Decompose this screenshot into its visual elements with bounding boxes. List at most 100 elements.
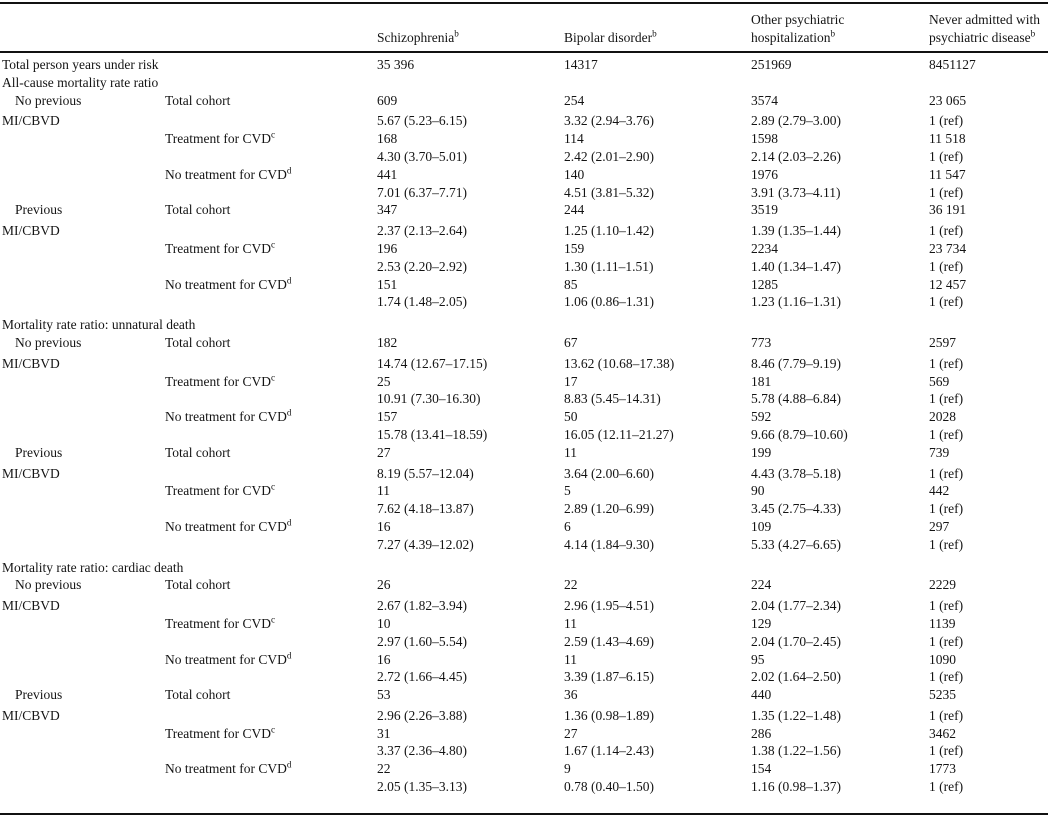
- row-label-secondary: [165, 316, 377, 334]
- cell-schizophrenia: 196: [377, 240, 398, 256]
- table-row: 7.01 (6.37–7.71) 4.51 (3.81–5.32) 3.91 (…: [0, 184, 1048, 202]
- table-row: All-cause mortality rate ratio: [0, 74, 1048, 92]
- cell-schizophrenia: [377, 74, 564, 92]
- cell-bipolar-disorder: 140: [564, 166, 585, 182]
- cell-never-admitted: 11 547: [929, 166, 966, 182]
- cell-bipolar-disorder: 14317: [564, 57, 598, 72]
- row-label-secondary: [165, 742, 377, 760]
- row-label-secondary: Total cohort: [165, 334, 377, 352]
- cell-other-psychiatric: [751, 316, 929, 334]
- cell-bipolar-disorder: 9: [564, 761, 571, 777]
- row-label-secondary: No treatment for CVDd: [165, 275, 377, 294]
- cell-bipolar-disorder: 17: [564, 373, 578, 389]
- row-label-primary: [2, 276, 165, 294]
- cell-never-admitted: 2597: [929, 334, 956, 350]
- cell-never-admitted: 442: [929, 483, 950, 499]
- table-body: Total person years under risk 35 396 143…: [0, 56, 1048, 796]
- table-row: No treatment for CVDd 22 9 154 1773: [0, 760, 1048, 778]
- row-label-secondary: [165, 633, 377, 651]
- cell-other-psychiatric: 1.39 (1.35–1.44): [751, 223, 841, 239]
- cell-never-admitted: 36 191: [929, 202, 967, 218]
- cell-schizophrenia: 7.27 (4.39–12.02): [377, 536, 474, 552]
- footnote-marker: c: [271, 129, 276, 140]
- cell-schizophrenia: 2.53 (2.20–2.92): [377, 258, 467, 274]
- row-label-primary: [2, 240, 165, 258]
- row-label-primary: [2, 742, 165, 760]
- table-row: 2.97 (1.60–5.54) 2.59 (1.43–4.69) 2.04 (…: [0, 633, 1048, 651]
- table-row: 3.37 (2.36–4.80) 1.67 (1.14–2.43) 1.38 (…: [0, 742, 1048, 760]
- row-label-secondary: [165, 778, 377, 796]
- row-label-primary: MI/CBVD: [2, 598, 60, 614]
- cell-schizophrenia: 53: [377, 687, 391, 703]
- column-header-line2: hospitalization: [751, 29, 831, 45]
- table-row: Total person years under risk 35 396 143…: [0, 56, 1048, 74]
- row-label-secondary-text: Treatment for CVD: [165, 615, 271, 631]
- row-label-primary: Previous: [15, 687, 63, 703]
- table-row: No previous Total cohort 609 254 3574 23…: [0, 92, 1048, 110]
- cell-other-psychiatric: 4.43 (3.78–5.18): [751, 465, 841, 481]
- cell-other-psychiatric: 1.40 (1.34–1.47): [751, 258, 841, 274]
- cell-bipolar-disorder: 244: [564, 202, 585, 218]
- cell-bipolar-disorder: 16.05 (12.11–21.27): [564, 426, 674, 442]
- table-row: No treatment for CVDd 157 50 592 2028: [0, 408, 1048, 426]
- cell-schizophrenia: 26: [377, 577, 391, 593]
- row-label-primary: Mortality rate ratio: cardiac death: [2, 559, 184, 575]
- table-row: 4.30 (3.70–5.01) 2.42 (2.01–2.90) 2.14 (…: [0, 148, 1048, 166]
- row-label-primary: MI/CBVD: [2, 707, 60, 723]
- cell-schizophrenia: 31: [377, 725, 391, 741]
- row-label-secondary: Total cohort: [165, 201, 377, 219]
- cell-bipolar-disorder: 0.78 (0.40–1.50): [564, 779, 654, 795]
- row-label-secondary: Treatment for CVDc: [165, 725, 377, 743]
- row-label-secondary: [165, 222, 377, 240]
- row-label-secondary: [165, 707, 377, 725]
- footnote-marker: c: [271, 724, 276, 735]
- cell-other-psychiatric: 1.16 (0.98–1.37): [751, 779, 841, 795]
- cell-other-psychiatric: [751, 74, 929, 92]
- cell-other-psychiatric: 286: [751, 725, 772, 741]
- cell-schizophrenia: 3.37 (2.36–4.80): [377, 743, 467, 759]
- table-row: Treatment for CVDc 25 17 181 569: [0, 372, 1048, 391]
- cell-other-psychiatric: 2.04 (1.70–2.45): [751, 633, 841, 649]
- row-label-primary: [2, 518, 165, 536]
- table-row: Mortality rate ratio: unnatural death: [0, 316, 1048, 334]
- cell-bipolar-disorder: [564, 316, 751, 334]
- row-label-secondary: [165, 184, 377, 202]
- table-row: No treatment for CVDd 16 6 109 297: [0, 518, 1048, 536]
- table-bottom-rule: [0, 813, 1048, 815]
- cell-schizophrenia: 22: [377, 761, 391, 777]
- cell-other-psychiatric: 9.66 (8.79–10.60): [751, 426, 848, 442]
- row-label-primary: MI/CBVD: [2, 223, 60, 239]
- cell-other-psychiatric: 1976: [751, 166, 778, 182]
- table-row: Previous Total cohort 27 11 199 739: [0, 444, 1048, 462]
- row-label-primary: [2, 373, 165, 391]
- cell-bipolar-disorder: 3.39 (1.87–6.15): [564, 669, 654, 685]
- cell-never-admitted: 11 518: [929, 131, 966, 147]
- table-row: No treatment for CVDd 16 11 95 1090: [0, 650, 1048, 669]
- row-label-primary: [2, 651, 165, 669]
- cell-never-admitted: 2028: [929, 409, 956, 425]
- row-label-secondary: [165, 355, 377, 373]
- footnote-marker: d: [286, 517, 292, 528]
- cell-other-psychiatric: [751, 559, 929, 577]
- footnote-marker: d: [286, 759, 292, 770]
- row-label-primary: MI/CBVD: [2, 355, 60, 371]
- cell-never-admitted: 1 (ref): [929, 391, 964, 407]
- row-label-secondary-text: No treatment for CVD: [165, 761, 287, 777]
- cell-never-admitted: 1 (ref): [929, 501, 964, 517]
- cell-never-admitted: 3462: [929, 725, 956, 741]
- row-label-secondary: [165, 559, 377, 577]
- table-row: Treatment for CVDc 11 5 90 442: [0, 482, 1048, 500]
- footnote-marker: c: [271, 481, 276, 492]
- cell-bipolar-disorder: 4.51 (3.81–5.32): [564, 184, 654, 200]
- cell-schizophrenia: 2.05 (1.35–3.13): [377, 779, 467, 795]
- cell-never-admitted: 23 734: [929, 240, 967, 256]
- cell-bipolar-disorder: 1.36 (0.98–1.89): [564, 707, 654, 723]
- row-label-secondary: [165, 536, 377, 554]
- row-label-primary: Previous: [15, 202, 63, 218]
- cell-bipolar-disorder: 114: [564, 131, 584, 147]
- cell-never-admitted: 8451127: [929, 57, 976, 72]
- cell-other-psychiatric: 2234: [751, 240, 778, 256]
- cell-bipolar-disorder: 2.96 (1.95–4.51): [564, 598, 654, 614]
- cell-schizophrenia: 157: [377, 409, 398, 425]
